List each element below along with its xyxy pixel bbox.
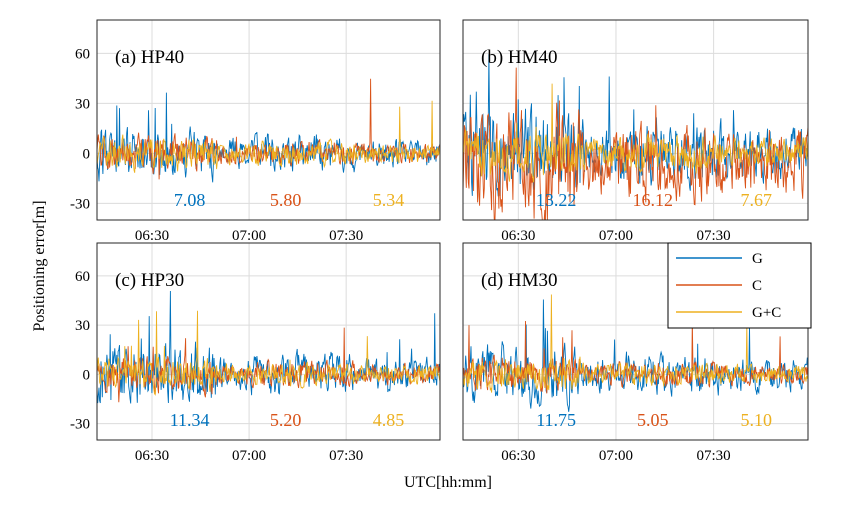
panel-1: 06:30 07:00 07:30 60 30 0 -30 (a) HP40 7.08 5.80 5…	[70, 19, 441, 244]
x-tick-label: 07:00	[232, 448, 266, 464]
rms-label-gc: 7.67	[741, 190, 773, 210]
x-tick-label: 06:30	[135, 448, 169, 464]
panel-title: (c) HP30	[115, 270, 184, 291]
y-tick-label: 60	[75, 46, 90, 62]
rms-label-gc: 5.34	[373, 190, 405, 210]
rms-label-c: 5.05	[637, 410, 669, 430]
x-tick-label: 06:30	[135, 228, 169, 244]
series-line-c	[463, 318, 808, 394]
y-tick-label: 60	[75, 269, 90, 285]
x-tick-label: 07:00	[599, 228, 633, 244]
y-tick-label: 0	[83, 367, 91, 383]
rms-label-gc: 5.10	[741, 410, 773, 430]
legend: G C G+C	[667, 242, 812, 329]
x-tick-label: 06:30	[501, 228, 535, 244]
axes-frame	[96, 242, 441, 441]
panel-title: (a) HP40	[115, 47, 184, 68]
series-line-g	[97, 92, 440, 183]
axes-frame	[462, 242, 809, 441]
y-tick-label: -30	[70, 417, 90, 433]
x-tick-label: 07:30	[697, 448, 731, 464]
x-axis-title: UTC[hh:mm]	[404, 474, 492, 491]
rms-label-c: 5.20	[270, 410, 302, 430]
x-tick-label: 07:30	[329, 228, 363, 244]
rms-label-c: 16.12	[633, 190, 674, 210]
y-tick-label: 0	[83, 146, 91, 162]
axes-frame	[96, 19, 441, 221]
legend-label-gc: G+C	[752, 305, 781, 321]
x-tick-label: 07:30	[697, 228, 731, 244]
series-line-gc	[97, 100, 440, 173]
legend-label-g: G	[752, 251, 763, 267]
series-line-gc	[97, 310, 440, 396]
x-tick-label: 07:00	[232, 228, 266, 244]
rms-label-gc: 4.85	[373, 410, 405, 430]
x-tick-label: 07:30	[329, 448, 363, 464]
series-line-gc	[463, 294, 808, 393]
rms-label-c: 5.80	[270, 190, 302, 210]
panel-title: (b) HM40	[481, 47, 558, 68]
y-tick-label: -30	[70, 196, 90, 212]
x-tick-label: 06:30	[501, 448, 535, 464]
y-axis-title: Positioning error[m]	[31, 200, 48, 331]
rms-label-g: 7.08	[174, 190, 206, 210]
rms-label-g: 11.34	[170, 410, 210, 430]
series-line-gc	[463, 83, 808, 183]
panel-title: (d) HM30	[481, 270, 558, 291]
x-tick-label: 07:00	[599, 448, 633, 464]
series-line-c	[463, 67, 808, 220]
panel-2: 06:30 07:00 07:30 (b) HM40 13.22 16.12 7.67	[462, 19, 809, 244]
rms-label-g: 13.22	[536, 190, 577, 210]
axes-frame	[462, 19, 809, 221]
rms-label-g: 11.75	[536, 410, 576, 430]
y-tick-label: 30	[75, 96, 90, 112]
panel-3: 06:30 07:00 07:30 60 30 0 -30 (c) HP30 11.34 5.20…	[70, 242, 441, 464]
y-tick-label: 30	[75, 318, 90, 334]
legend-label-c: C	[752, 278, 762, 294]
